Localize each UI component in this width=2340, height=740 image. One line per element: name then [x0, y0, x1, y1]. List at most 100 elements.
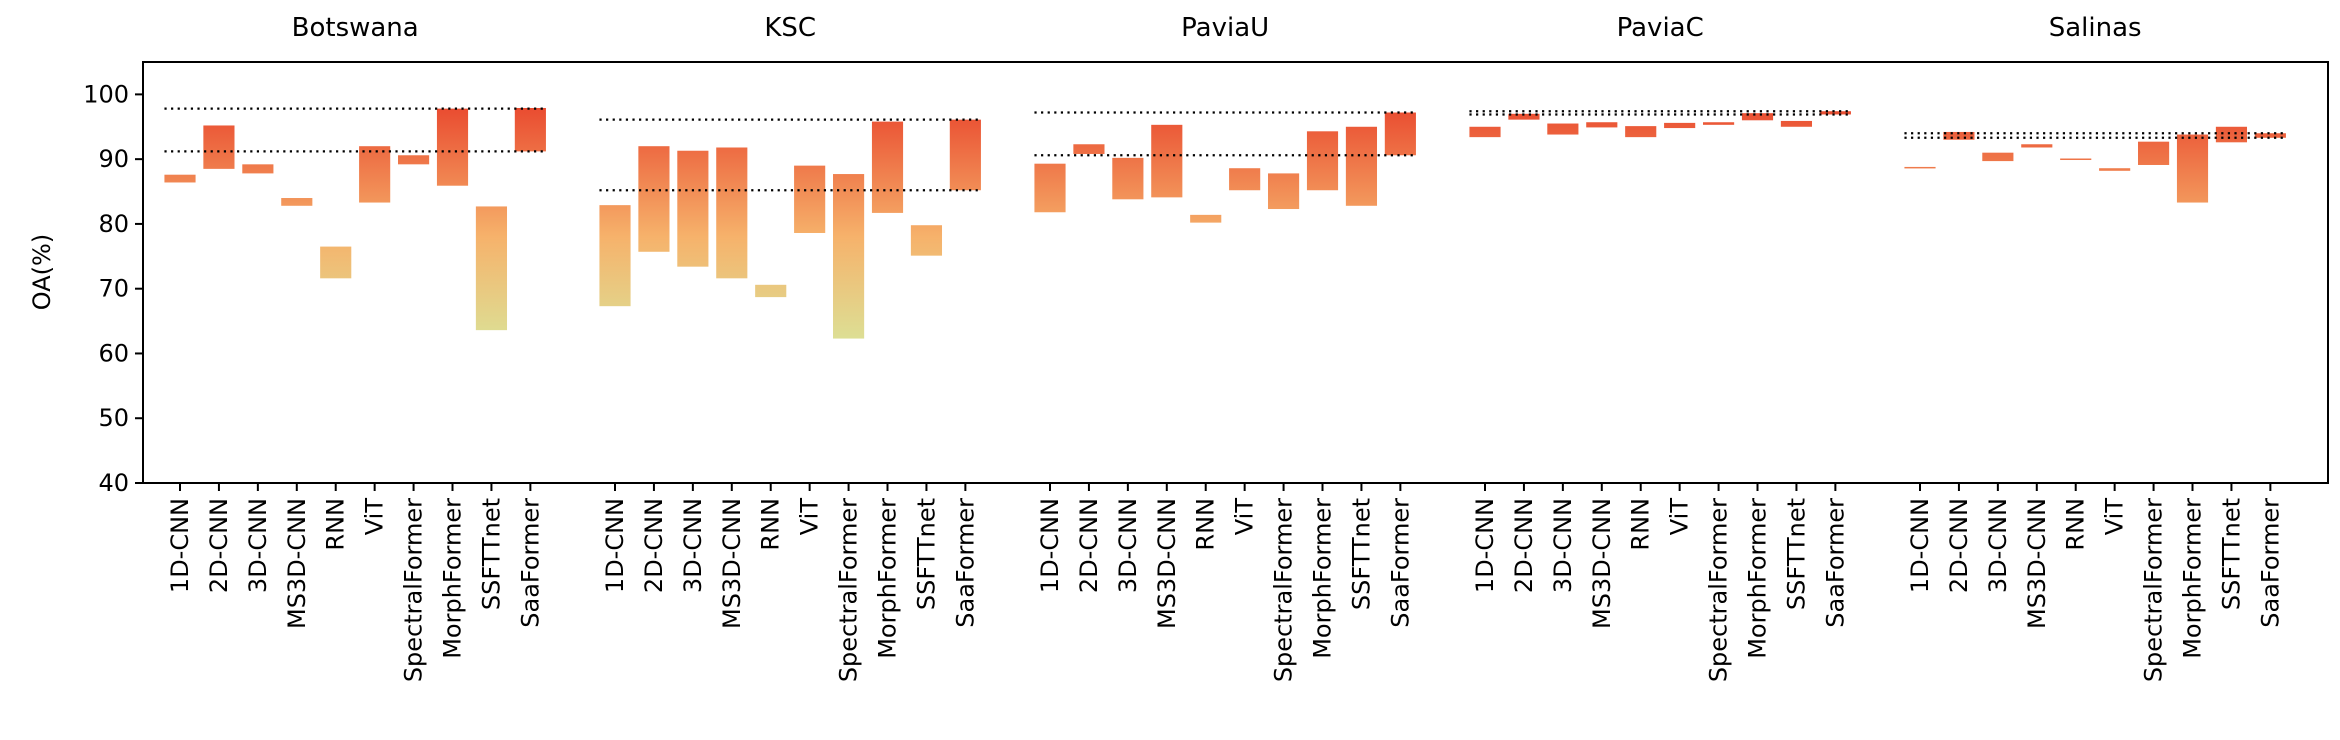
bar [910, 225, 943, 256]
x-tick-label: 1D-CNN [1906, 498, 1934, 593]
x-tick-label: MorphFormer [1744, 498, 1772, 659]
x-tick-label: MS3D-CNN [2023, 498, 2051, 629]
axes [135, 93, 2272, 491]
x-tick-label: SaaFormer [951, 498, 979, 628]
x-tick-label: SpectralFormer [1705, 498, 1733, 682]
bar [833, 174, 865, 339]
bar [514, 107, 546, 152]
x-tick-label: 2D-CNN [1510, 498, 1538, 593]
bar [949, 119, 981, 191]
bar [1547, 123, 1579, 135]
x-tick-label: 3D-CNN [679, 498, 707, 593]
x-tick-label: SaaFormer [516, 498, 544, 628]
x-tick-label: SSFTTnet [2217, 498, 2245, 610]
bar [320, 246, 352, 279]
bar [1034, 163, 1066, 213]
x-tick-label: SSFTTnet [1782, 498, 1810, 610]
y-tick-label: 80 [98, 210, 129, 238]
bar [1306, 131, 1339, 191]
panel-title: PaviaC [1617, 13, 1704, 43]
x-tick-label: SSFTTnet [477, 498, 505, 610]
x-tick-label: ViT [796, 498, 824, 536]
bar [1469, 126, 1501, 138]
bar [203, 125, 235, 169]
x-tick-label: 2D-CNN [1075, 498, 1103, 593]
y-tick-label: 60 [98, 339, 129, 367]
bar [716, 147, 748, 279]
x-tick-label: SSFTTnet [912, 498, 940, 610]
x-tick-label: RNN [1627, 498, 1655, 551]
x-tick-label: 1D-CNN [1471, 498, 1499, 593]
x-tick-label: RNN [2062, 498, 2090, 551]
bar [1073, 144, 1105, 154]
axes-frame [142, 61, 2329, 484]
x-tick-label: 2D-CNN [205, 498, 233, 593]
x-tick-label: MorphFormer [874, 498, 902, 659]
bar [1229, 168, 1261, 191]
x-tick-label: SpectralFormer [1270, 498, 1298, 682]
x-tick-label: SSFTTnet [1347, 498, 1375, 610]
x-tick-label: SaaFormer [1821, 498, 1849, 628]
bar [755, 284, 787, 298]
bar [1151, 124, 1183, 198]
bar [1345, 126, 1378, 206]
bar [1664, 122, 1696, 129]
panel-title: KSC [764, 13, 816, 43]
x-tick-label: 3D-CNN [1549, 498, 1577, 593]
x-tick-label: 1D-CNN [166, 498, 194, 593]
x-tick-label: 3D-CNN [1984, 498, 2012, 593]
bar [599, 205, 631, 307]
bar [871, 121, 904, 213]
y-tick-label: 50 [98, 404, 129, 432]
bar [677, 150, 709, 267]
x-tick-label: 2D-CNN [1945, 498, 1973, 593]
bar [164, 174, 196, 183]
bar [1586, 122, 1618, 128]
bar [436, 108, 469, 186]
bar [2215, 126, 2248, 143]
bar [398, 155, 430, 165]
x-tick-label: SpectralFormer [835, 498, 863, 682]
y-tick-label: 100 [83, 80, 129, 108]
bar [1904, 166, 1936, 169]
x-tick-label: SaaFormer [1386, 498, 1414, 628]
bar [1982, 152, 2014, 162]
bar [638, 146, 670, 252]
bar [794, 165, 826, 233]
x-tick-label: 1D-CNN [601, 498, 629, 593]
panel-title: Salinas [2049, 13, 2142, 43]
bar [1625, 126, 1657, 138]
x-tick-label: RNN [1192, 498, 1220, 551]
x-tick-label: SpectralFormer [400, 498, 428, 682]
bar [1819, 111, 1851, 115]
bar [1741, 113, 1774, 121]
bar [1112, 157, 1144, 200]
x-tick-label: 3D-CNN [1114, 498, 1142, 593]
y-tick-label: 90 [98, 145, 129, 173]
x-tick-label: MS3D-CNN [1153, 498, 1181, 629]
plot-area [164, 107, 2286, 339]
x-tick-label: MS3D-CNN [718, 498, 746, 629]
x-tick-label: SaaFormer [2256, 498, 2284, 628]
bar [242, 164, 274, 174]
x-tick-label: MorphFormer [439, 498, 467, 659]
bar [1190, 214, 1222, 223]
x-tick-label: MS3D-CNN [283, 498, 311, 629]
bar [2021, 144, 2053, 148]
x-tick-label: 1D-CNN [1036, 498, 1064, 593]
bar [2138, 141, 2170, 165]
bar [1703, 122, 1735, 125]
bar [1268, 173, 1300, 210]
bar [2099, 168, 2131, 171]
x-tick-label: SpectralFormer [2140, 498, 2168, 682]
bar [359, 146, 391, 203]
bar [281, 198, 313, 206]
bar [1384, 112, 1416, 156]
bar [1508, 113, 1540, 120]
x-tick-label: MorphFormer [2179, 498, 2207, 659]
y-axis-label: OA(%) [28, 234, 56, 310]
bar [1943, 131, 1975, 140]
bar [1780, 120, 1813, 127]
bar [475, 206, 508, 331]
